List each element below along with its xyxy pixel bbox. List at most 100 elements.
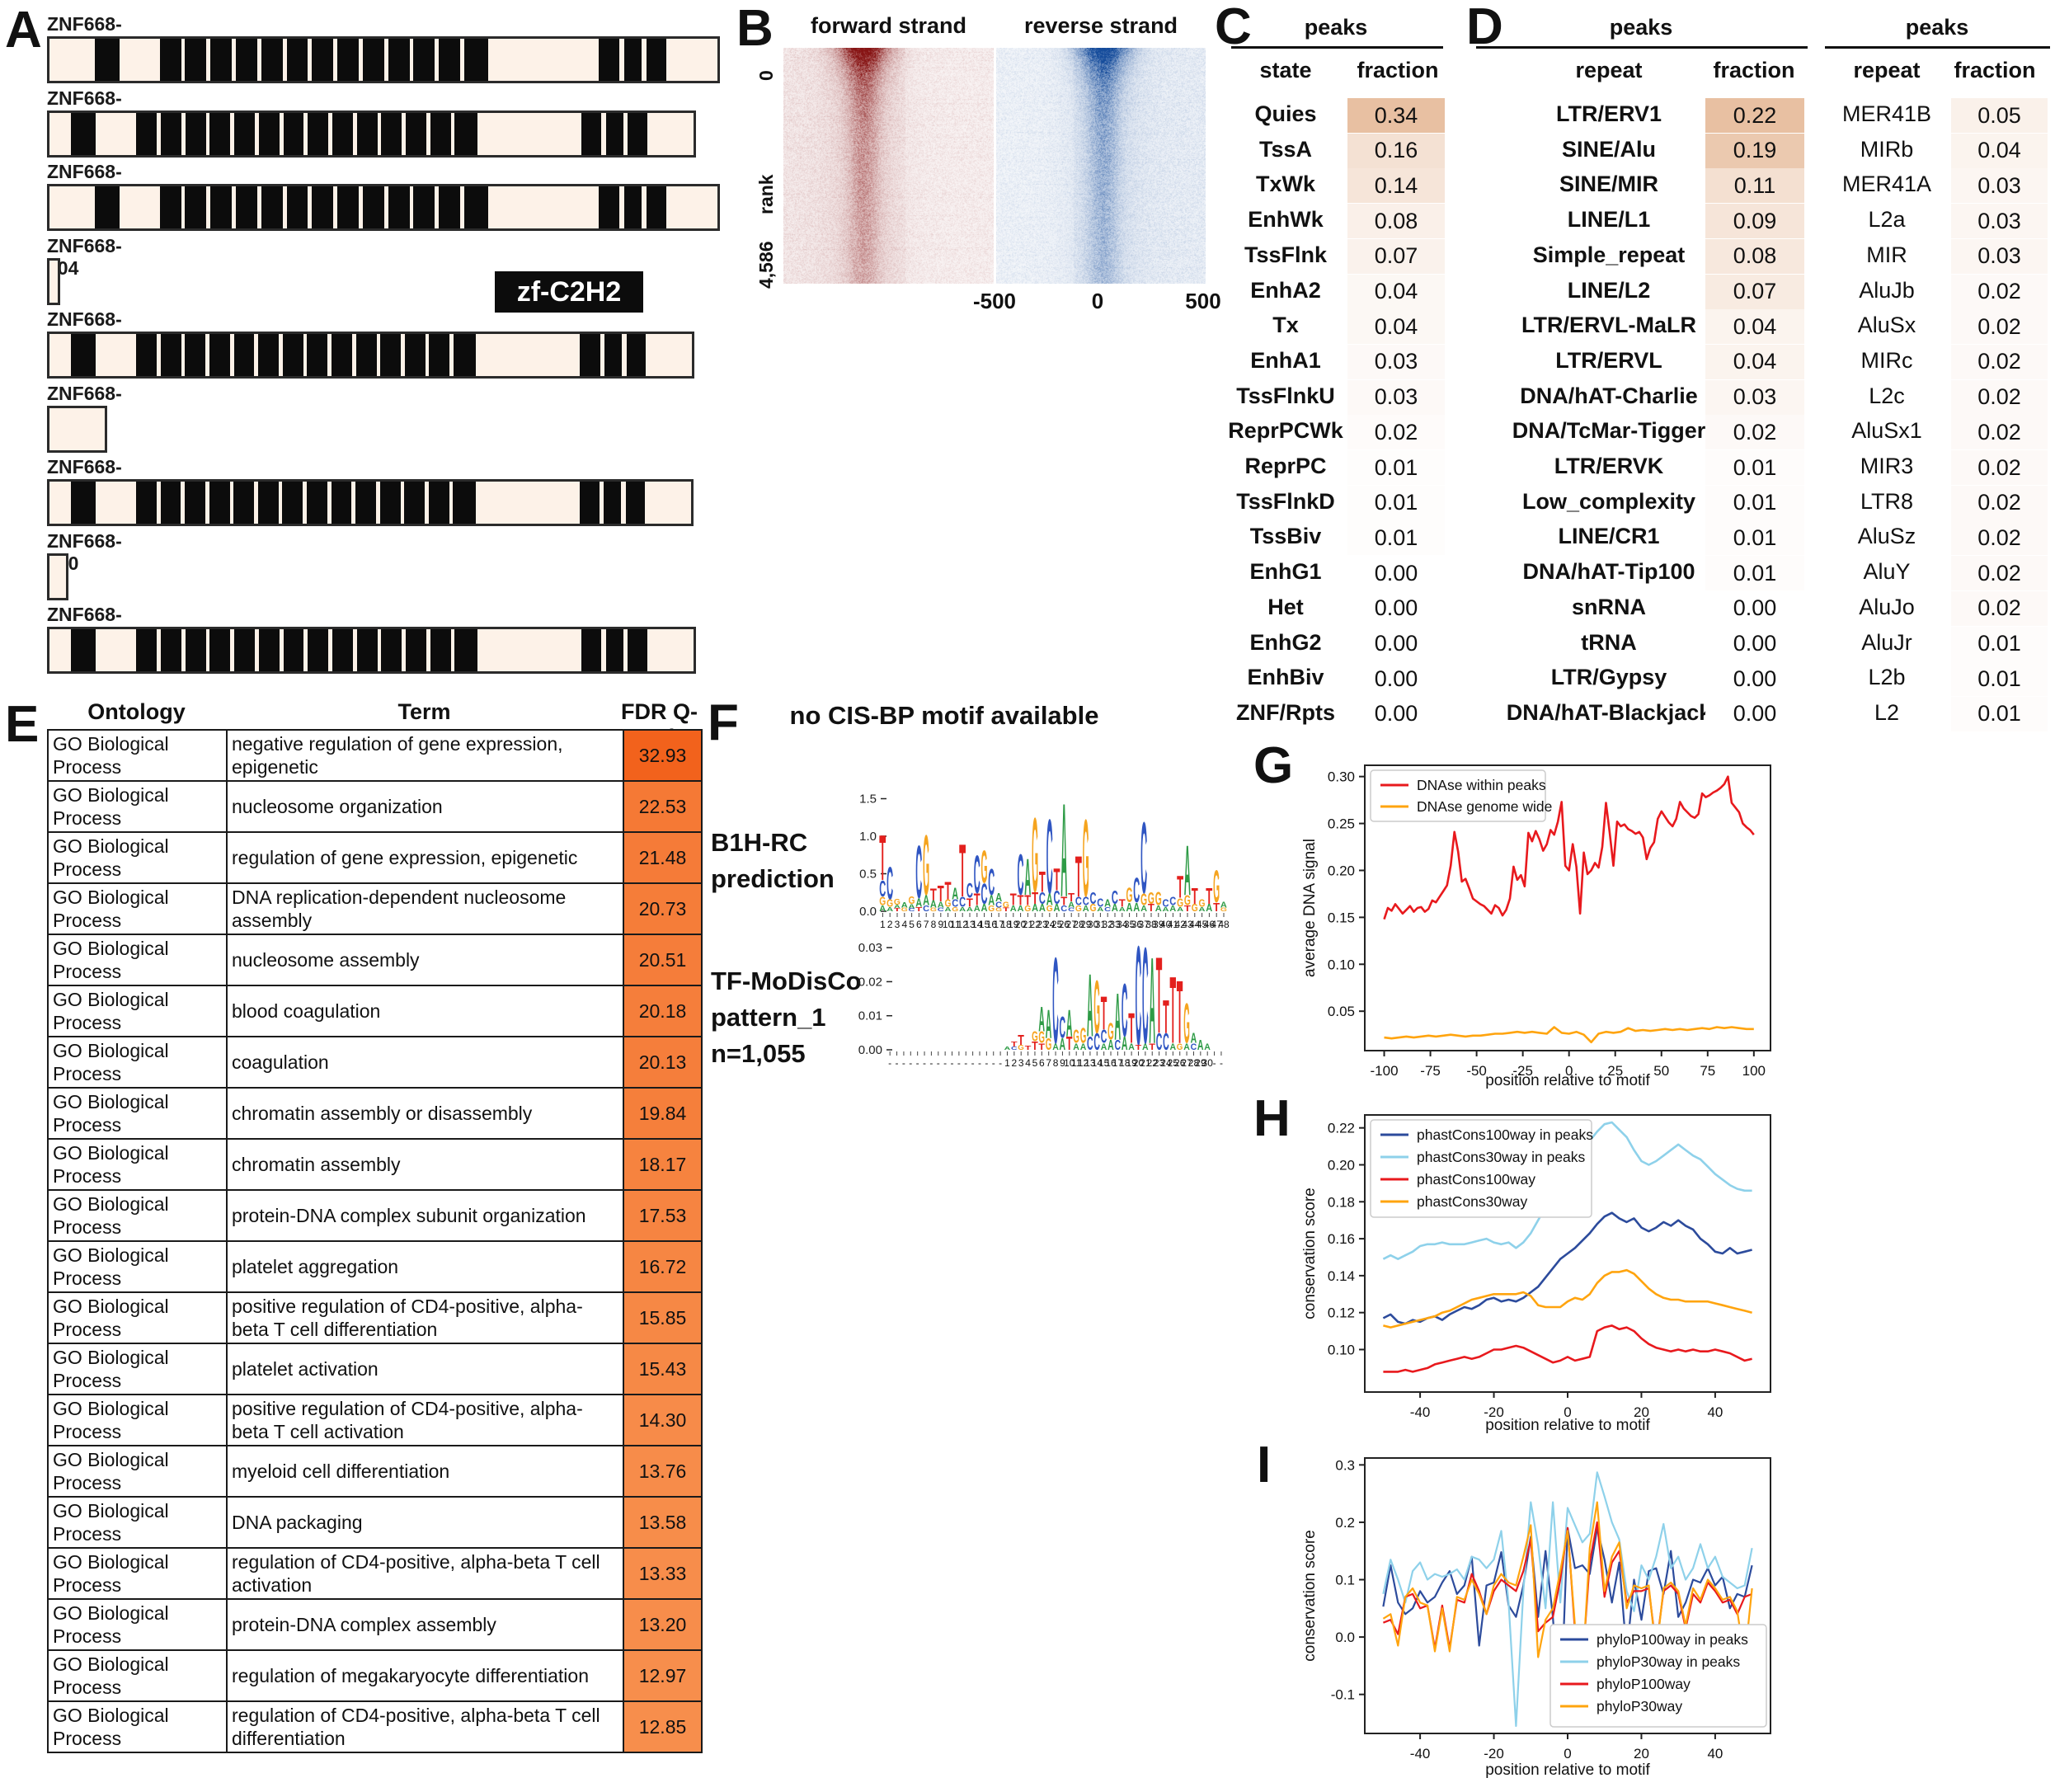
zf-c2h2-domain-block: [332, 629, 353, 671]
logo-letter-C: C: [909, 908, 915, 913]
zf-c2h2-domain-block: [579, 482, 600, 524]
logo-ytick-label: 0.00: [858, 1043, 882, 1057]
logo-letter-A: A: [930, 899, 937, 910]
logo-xtick-label: 2: [887, 919, 893, 930]
isoform-bar: [47, 332, 694, 379]
repeat-name: Low_complexity: [1521, 488, 1696, 514]
zf-c2h2-domain-block: [209, 112, 231, 155]
logo-xtick-label: 18: [1119, 1057, 1131, 1069]
logo-letter-T: T: [959, 828, 966, 913]
go-term-cell: regulation of CD4-positive, alpha-beta T…: [226, 1700, 624, 1753]
zf-c2h2-domain-block: [623, 39, 642, 81]
go-table-row: GO Biological Process platelet activation…: [47, 1343, 703, 1395]
logo-ytick-label: 0.5: [859, 868, 877, 882]
x-tick-label: -75: [1420, 1063, 1441, 1079]
go-ontology-cell: GO Biological Process: [47, 985, 228, 1037]
modisco-label-2: pattern_1: [711, 1003, 826, 1032]
repeat-name: L2a: [1868, 207, 1906, 233]
logo-xtick-label: 25: [1168, 1057, 1179, 1069]
isoform-bar: [47, 184, 720, 231]
logo-xtick-label: 13: [964, 919, 976, 930]
logo-letter-A: A: [1052, 1042, 1059, 1052]
go-table-row: GO Biological Process chromatin assembly 1…: [47, 1138, 703, 1191]
fraction-cell: 0.05: [1951, 98, 2048, 133]
fraction-cell: 0.03: [1347, 344, 1445, 379]
zf-c2h2-domain-block: [379, 482, 401, 524]
logo-letter-T: T: [1039, 865, 1046, 899]
logo-xtick-label: -: [999, 1057, 1002, 1069]
zf-c2h2-domain-block: [210, 39, 233, 81]
go-table-row: GO Biological Process platelet aggregatio…: [47, 1240, 703, 1293]
logo-letter-A: A: [988, 893, 995, 910]
logo-letter-A: A: [974, 905, 980, 914]
zf-c2h2-domain-block: [388, 186, 410, 228]
logo-letter-T: T: [1213, 900, 1220, 915]
go-table-row: GO Biological Process negative regulation…: [47, 729, 703, 782]
logo-letter-A: A: [1169, 905, 1176, 914]
legend-label: DNAse within peaks: [1417, 777, 1546, 793]
logo-xtick-label: -: [978, 1057, 981, 1069]
isoform-bar: [47, 479, 694, 526]
x-axis-label: position relative to motif: [1485, 1072, 1650, 1089]
zf-c2h2-domain-block: [404, 334, 426, 376]
modisco-label-1: TF-MoDisCo: [711, 967, 862, 995]
zf-c2h2-domain-block: [454, 629, 477, 671]
legend-box: [1549, 1624, 1767, 1728]
logo-letter-T: T: [879, 821, 886, 893]
fraction-cell: 0.00: [1347, 661, 1445, 697]
zf-c2h2-domain-block: [429, 334, 450, 376]
logo-xtick-label: 12: [957, 919, 969, 930]
y-tick-label: 0.1: [1335, 1573, 1355, 1588]
logo-letter-G: G: [894, 898, 901, 907]
logo-letter-C: C: [1068, 906, 1075, 913]
logo-letter-A: A: [1115, 981, 1122, 1055]
zf-c2h2-domain-block: [185, 112, 206, 155]
zf-c2h2-domain-block: [355, 482, 376, 524]
zf-c2h2-domain-block: [381, 112, 402, 155]
go-fdr-cell: 20.13: [623, 1036, 703, 1089]
fraction-cell: 0.00: [1347, 626, 1445, 661]
logo-letter-A: A: [959, 905, 966, 913]
d2-col-fraction: fraction: [1954, 58, 2036, 82]
logo-letter-A: A: [952, 886, 958, 904]
zf-c2h2-domain-block: [453, 334, 477, 376]
go-fdr-cell: 21.48: [623, 831, 703, 884]
zf-c2h2-domain-block: [209, 629, 231, 671]
zf-c2h2-domain-block: [623, 186, 642, 228]
logo-letter-G: G: [923, 817, 929, 914]
repeat-name: AluY: [1863, 559, 1911, 585]
logo-letter-T: T: [974, 891, 980, 910]
logo-letter-G: G: [1024, 905, 1031, 914]
logo-xtick-label: 43: [1182, 919, 1193, 930]
b1h-rc-label-1: B1H-RC: [711, 828, 808, 857]
go-term-cell: negative regulation of gene expression, …: [226, 729, 624, 782]
logo-xtick-label: 46: [1204, 919, 1216, 930]
logo-letter-T: T: [1003, 906, 1010, 913]
go-table-row: GO Biological Process regulation of CD4-p…: [47, 1700, 703, 1753]
zf-c2h2-domain-block: [581, 629, 602, 671]
repeat-name: MIRb: [1860, 136, 1914, 162]
repeat-name: L2c: [1869, 383, 1905, 408]
go-ontology-cell: GO Biological Process: [47, 1291, 228, 1344]
go-ontology-cell: GO Biological Process: [47, 831, 228, 884]
logo-xtick-label: -: [1213, 1057, 1216, 1069]
fraction-cell: 0.01: [1347, 485, 1445, 520]
zf-c2h2-domain-block: [233, 482, 255, 524]
logo-xtick-label: 8: [931, 919, 937, 930]
zf-c2h2-domain-block: [286, 186, 308, 228]
y-tick-label: 0.0: [1335, 1630, 1355, 1645]
isoform-bar: [47, 627, 696, 674]
repeat-name: snRNA: [1571, 594, 1646, 619]
logo-letter-A: A: [966, 905, 974, 913]
series-phylop30way-in-peaks: [1382, 1471, 1753, 1728]
go-table-row: GO Biological Process positive regulation…: [47, 1394, 703, 1446]
logo-letter-C: C: [1087, 1032, 1093, 1054]
state-name: EnhG2: [1249, 629, 1322, 655]
rank-axis-bottom: 4,586: [755, 241, 777, 289]
go-ontology-cell: GO Biological Process: [47, 1700, 228, 1753]
go-ontology-cell: GO Biological Process: [47, 780, 228, 833]
zf-c2h2-domain-block: [70, 112, 96, 155]
state-name: Het: [1267, 594, 1304, 619]
logo-xtick-label: 20: [1133, 1057, 1145, 1069]
logo-ytick-label: 0.03: [858, 941, 882, 955]
